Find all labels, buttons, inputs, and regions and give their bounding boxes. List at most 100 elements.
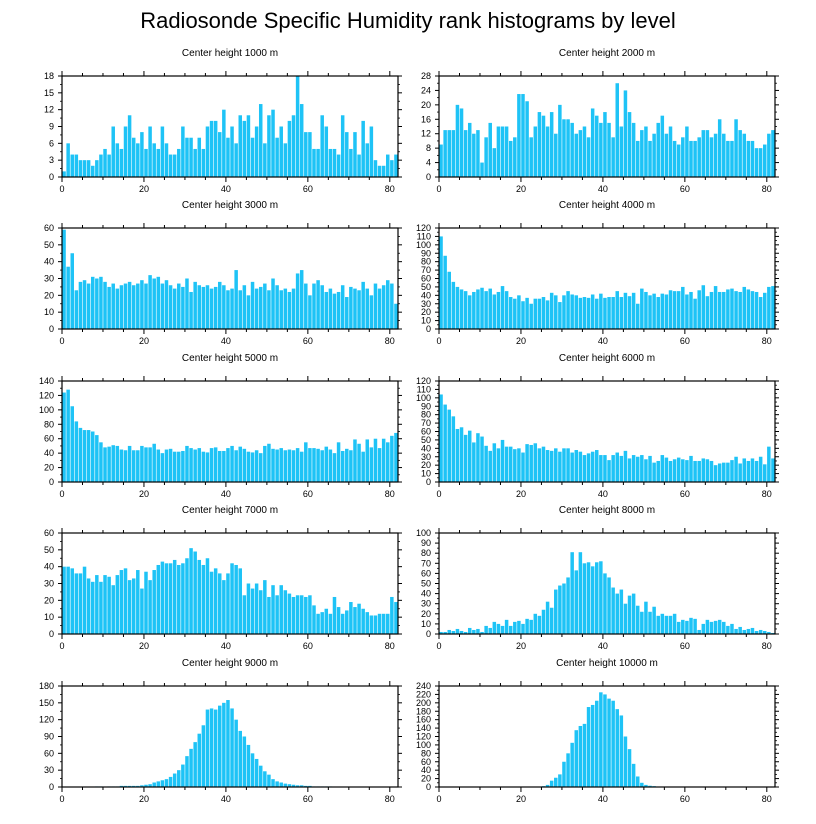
histogram-bar — [197, 285, 202, 329]
histogram-bar — [103, 447, 107, 482]
histogram-bar — [316, 613, 320, 634]
histogram-bar — [131, 450, 136, 482]
x-tick-label: 20 — [516, 489, 526, 499]
y-tick-label: 20 — [44, 463, 54, 473]
x-tick-label: 80 — [762, 794, 772, 804]
histogram-bar — [767, 286, 771, 329]
histogram-bar — [291, 450, 296, 482]
histogram-bar — [107, 576, 111, 634]
panel-10: Center height 10000 m0 20 40 60 800204060801… — [416, 658, 779, 804]
histogram-bar — [336, 442, 341, 482]
histogram-bar — [267, 290, 271, 329]
histogram-bar — [709, 460, 714, 482]
y-tick-label: 60 — [421, 757, 431, 767]
histogram-bar — [455, 286, 460, 329]
histogram-bar — [283, 143, 288, 177]
histogram-bar — [205, 126, 210, 177]
histogram-bar — [345, 297, 349, 329]
histogram-bar — [476, 433, 480, 482]
y-tick-label: 70 — [421, 265, 431, 275]
histogram-bar — [508, 625, 513, 634]
x-tick-label: 0 — [436, 794, 441, 804]
histogram-bar — [390, 435, 394, 482]
histogram-bar — [619, 455, 624, 482]
y-tick-label: 90 — [421, 401, 431, 411]
y-tick-label: 10 — [44, 612, 54, 622]
histogram-bar — [201, 564, 206, 634]
histogram-bar — [291, 784, 296, 787]
histogram-bar — [111, 283, 115, 329]
x-tick-label: 40 — [221, 489, 231, 499]
histogram-bar — [554, 589, 558, 634]
panel-title: Center height 8000 m — [559, 505, 655, 516]
histogram-bar — [480, 631, 484, 634]
histogram-bar — [586, 453, 591, 482]
histogram-bar — [590, 566, 595, 634]
histogram-bar — [611, 587, 615, 634]
x-tick-label: 20 — [139, 794, 149, 804]
histogram-bar — [623, 603, 628, 634]
y-tick-label: 30 — [421, 299, 431, 309]
histogram-bar — [504, 446, 509, 482]
histogram-bar — [99, 154, 103, 177]
histogram-bar — [271, 448, 275, 482]
histogram-bar — [484, 625, 488, 634]
histogram-bar — [377, 165, 382, 177]
histogram-bar — [582, 297, 587, 329]
histogram-bar — [705, 619, 710, 634]
histogram-bar — [222, 109, 226, 177]
histogram-bar — [500, 126, 505, 177]
histogram-bar — [582, 455, 587, 482]
y-tick-label: 40 — [421, 765, 431, 775]
y-tick-label: 50 — [421, 435, 431, 445]
histogram-bar — [95, 278, 99, 329]
histogram-bar — [168, 448, 173, 482]
histogram-bar — [254, 583, 259, 634]
x-tick-label: 20 — [139, 641, 149, 651]
histogram-bar — [681, 137, 685, 177]
histogram-bar — [205, 709, 210, 787]
panel-8: Center height 8000 m0 20 40 60 8001020304050… — [416, 505, 779, 651]
histogram-bar — [316, 280, 320, 329]
histogram-bar — [304, 442, 308, 482]
histogram-bar — [177, 770, 181, 787]
histogram-bar — [119, 449, 124, 482]
histogram-bar — [771, 286, 775, 329]
histogram-bar — [144, 784, 148, 787]
histogram-bar — [394, 154, 398, 177]
histogram-bar — [263, 580, 267, 634]
histogram-bar — [455, 104, 460, 177]
y-tick-label: 24 — [421, 85, 431, 95]
histogram-bar — [635, 456, 640, 482]
histogram-bar — [672, 291, 677, 329]
histogram-bar — [156, 276, 161, 329]
histogram-bar — [558, 451, 562, 482]
histogram-bar — [656, 460, 660, 482]
histogram-bar — [95, 575, 99, 634]
histogram-bar — [381, 285, 386, 329]
histogram-bar — [738, 626, 742, 634]
histogram-bar — [275, 137, 279, 177]
x-tick-label: 80 — [385, 794, 395, 804]
y-tick-label: 20 — [44, 595, 54, 605]
histogram-bar — [529, 444, 533, 482]
histogram-bar — [517, 94, 521, 177]
histogram-bar — [726, 625, 730, 634]
x-tick-label: 60 — [680, 794, 690, 804]
histogram-bar — [500, 286, 505, 329]
histogram-bar — [644, 291, 648, 329]
y-tick-label: 30 — [44, 765, 54, 775]
histogram-bar — [742, 629, 747, 634]
histogram-bar — [508, 446, 513, 482]
x-tick-label: 0 — [59, 184, 64, 194]
histogram-bar — [308, 595, 312, 634]
y-tick-label: 120 — [416, 732, 431, 742]
histogram-bar — [566, 577, 570, 634]
histogram-bar — [242, 120, 247, 177]
histogram-bar — [164, 280, 169, 329]
histogram-bar — [705, 130, 710, 177]
histogram-bar — [521, 301, 525, 329]
histogram-bar — [168, 285, 173, 329]
y-tick-label: 80 — [44, 419, 54, 429]
y-tick-label: 140 — [416, 723, 431, 733]
